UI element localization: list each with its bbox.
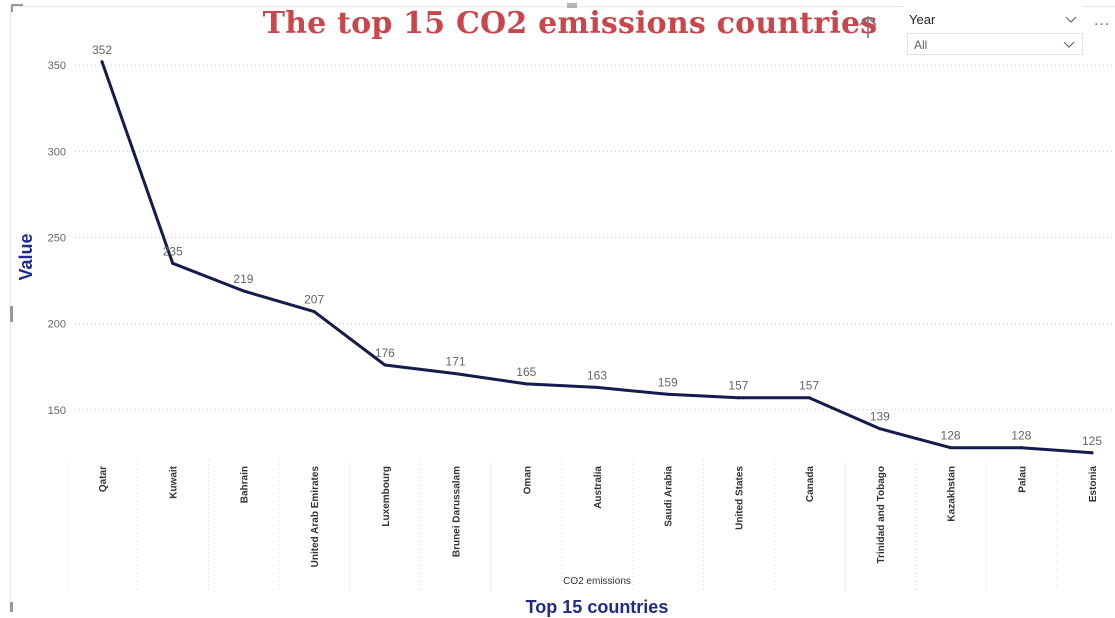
y-tick-label: 150	[48, 405, 66, 417]
x-tick-label: Oman	[522, 466, 533, 494]
data-label: 163	[587, 368, 607, 382]
data-label: 128	[1011, 429, 1031, 443]
visual-border-top	[10, 6, 1115, 7]
y-axis-title: Value	[16, 233, 36, 280]
data-point[interactable]	[1019, 446, 1023, 450]
y-tick-label: 200	[48, 319, 66, 331]
data-point[interactable]	[949, 446, 953, 450]
data-label: 125	[1082, 434, 1102, 448]
slicer-selected-value: All	[914, 38, 928, 52]
y-tick-label: 350	[48, 60, 66, 72]
x-tick-label: Kazakhstan	[947, 466, 958, 522]
data-label: 159	[658, 375, 678, 389]
data-point[interactable]	[383, 363, 387, 367]
data-label: 165	[516, 365, 536, 379]
series-line	[100, 60, 1094, 455]
x-tick-label: Australia	[593, 466, 604, 509]
x-tick-label: Trinidad and Tobago	[876, 466, 887, 564]
data-point[interactable]	[666, 392, 670, 396]
x-tick-label: Kuwait	[169, 465, 180, 498]
x-tick-label: Palau	[1017, 466, 1028, 493]
data-point[interactable]	[100, 60, 104, 64]
chevron-down-icon[interactable]	[1065, 13, 1077, 25]
data-point[interactable]	[171, 261, 175, 265]
data-label: 219	[233, 272, 253, 286]
data-label: 128	[941, 429, 961, 443]
slicer-field-label: Year	[909, 12, 936, 27]
x-tick-label: United States	[734, 466, 745, 530]
data-label: 139	[870, 410, 890, 424]
arrow-up-icon[interactable]	[857, 14, 879, 40]
x-tick-label: Qatar	[98, 466, 109, 492]
resize-handle-left[interactable]	[10, 306, 13, 322]
data-point[interactable]	[595, 385, 599, 389]
data-label: 157	[799, 379, 819, 393]
chevron-down-icon[interactable]	[1062, 37, 1076, 51]
x-tick-label: Brunei Darussalam	[452, 466, 463, 557]
y-tick-label: 250	[48, 232, 66, 244]
resize-handle-bottom-left[interactable]	[10, 602, 13, 612]
data-label: 157	[728, 379, 748, 393]
data-point[interactable]	[807, 396, 811, 400]
x-tick-label: Canada	[805, 466, 816, 503]
data-point[interactable]	[878, 427, 882, 431]
data-point[interactable]	[312, 310, 316, 314]
data-label: 171	[446, 355, 466, 369]
data-label: 235	[163, 244, 183, 258]
data-point[interactable]	[241, 289, 245, 293]
x-tick-label: Bahrain	[239, 466, 250, 503]
data-label: 207	[304, 293, 324, 307]
resize-handle-top[interactable]	[567, 3, 577, 8]
slicer-header[interactable]: Year	[909, 12, 1083, 30]
slicer-dropdown[interactable]: All	[907, 33, 1083, 55]
data-point[interactable]	[1090, 451, 1094, 455]
chart-title: The top 15 CO2 emissions countries	[262, 6, 878, 41]
x-tick-label: Estonia	[1088, 466, 1099, 503]
x-tick-label: United Arab Emirates	[310, 466, 321, 568]
year-slicer: Year All	[903, 6, 1083, 58]
x-axis-title: Top 15 countries	[526, 597, 669, 617]
y-tick-label: 300	[48, 146, 66, 158]
data-point[interactable]	[454, 372, 458, 376]
data-point[interactable]	[736, 396, 740, 400]
data-point[interactable]	[524, 382, 528, 386]
x-tick-label: Luxembourg	[381, 466, 392, 527]
x-axis-subtitle: CO2 emissions	[563, 576, 631, 587]
visual-corner-marker	[11, 4, 23, 12]
x-tick-label: Saudi Arabia	[664, 466, 675, 527]
data-label: 176	[375, 346, 395, 360]
more-options-icon[interactable]: ...	[1094, 12, 1111, 29]
data-label: 352	[92, 43, 112, 57]
